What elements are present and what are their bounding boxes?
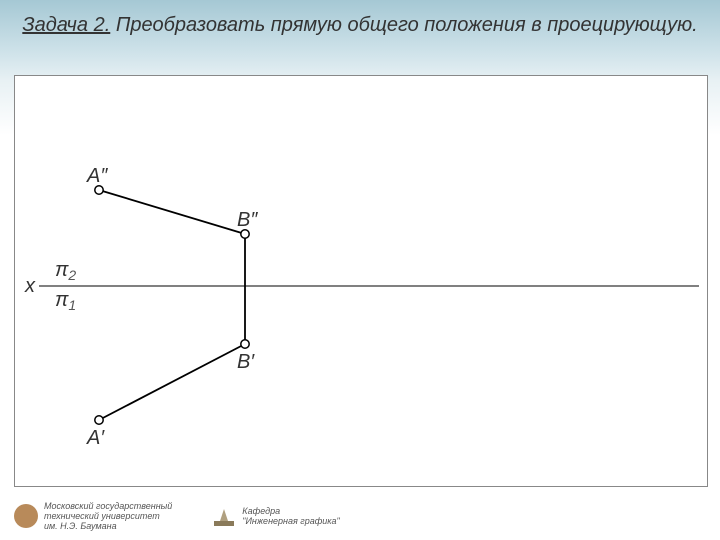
footer-left-text: Московский государственный технический у… — [44, 501, 172, 531]
plane-label-top: π2 — [55, 259, 76, 283]
point-A1 — [95, 416, 103, 424]
footer: Московский государственный технический у… — [14, 496, 706, 536]
footer-right-text: Кафедра "Инженерная графика" — [242, 506, 339, 526]
title-prefix: Задача 2. — [22, 14, 110, 36]
point-A2 — [95, 186, 103, 194]
point-label-B1: B′ — [237, 351, 255, 373]
footer-right: Кафедра "Инженерная графика" — [212, 506, 339, 526]
segment-A2-B2 — [99, 190, 245, 234]
footer-left: Московский государственный технический у… — [14, 501, 172, 531]
point-B2 — [241, 230, 249, 238]
point-label-B2: B″ — [237, 209, 258, 231]
title-rest: Преобразовать прямую общего положения в … — [110, 14, 697, 36]
point-B1 — [241, 340, 249, 348]
x-axis-label: x — [24, 275, 36, 297]
plane-label-bottom: π1 — [55, 289, 76, 313]
slide: Задача 2. Преобразовать прямую общего по… — [0, 0, 720, 540]
diagram: x π2 π1 A″ B″ B′ A′ — [14, 75, 708, 487]
department-icon — [212, 506, 236, 526]
point-label-A2: A″ — [86, 165, 108, 187]
point-label-A1: A′ — [86, 427, 105, 449]
slide-title: Задача 2. Преобразовать прямую общего по… — [0, 0, 720, 38]
university-emblem-icon — [14, 504, 38, 528]
segment-B1-A1 — [99, 344, 245, 420]
